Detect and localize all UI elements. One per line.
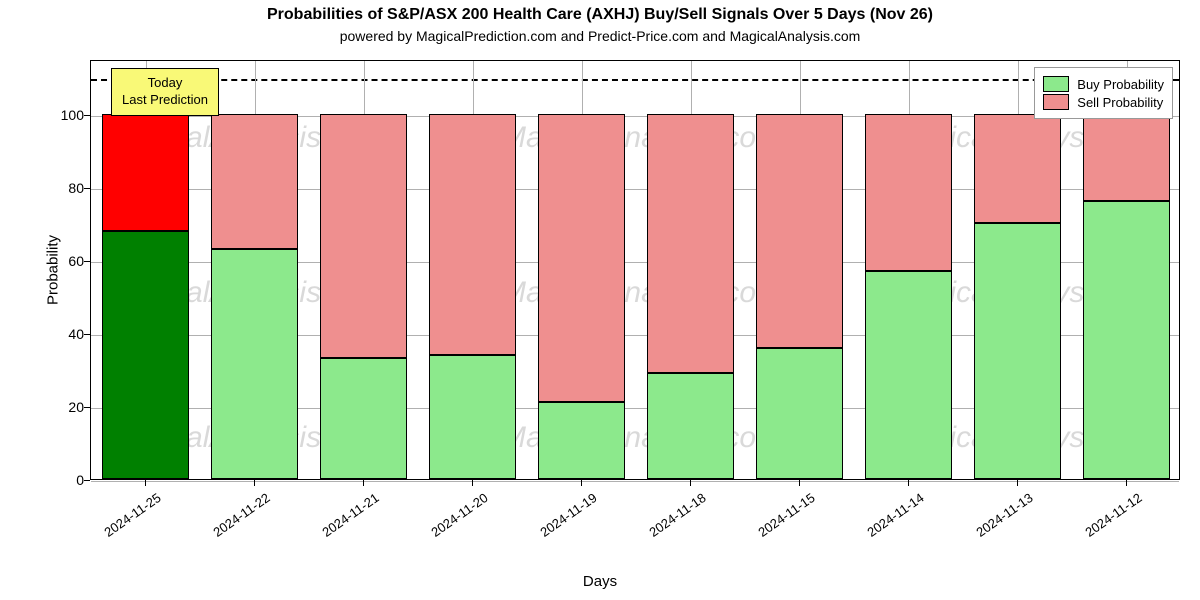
- annotation-line-2: Last Prediction: [122, 92, 208, 109]
- legend-sell: Sell Probability: [1043, 94, 1164, 110]
- x-tick-mark: [690, 480, 691, 486]
- x-tick-mark: [1126, 480, 1127, 486]
- sell-bar-segment: [102, 114, 189, 231]
- x-tick-mark: [581, 480, 582, 486]
- sell-bar-segment: [756, 114, 843, 348]
- y-tick-label: 60: [24, 253, 84, 269]
- x-tick-mark: [254, 480, 255, 486]
- today-annotation: TodayLast Prediction: [111, 68, 219, 116]
- y-tick-mark: [84, 115, 90, 116]
- legend-buy-label: Buy Probability: [1077, 77, 1164, 92]
- buy-bar-segment: [1083, 201, 1170, 479]
- x-tick-mark: [799, 480, 800, 486]
- bar-group: [1083, 59, 1170, 479]
- y-tick-mark: [84, 188, 90, 189]
- y-tick-label: 40: [24, 326, 84, 342]
- y-tick-mark: [84, 261, 90, 262]
- y-axis-label: Probability: [45, 235, 62, 305]
- x-tick-mark: [145, 480, 146, 486]
- x-axis-label: Days: [0, 573, 1200, 590]
- bar-group: [974, 59, 1061, 479]
- sell-bar-segment: [1083, 114, 1170, 202]
- buy-bar-segment: [538, 402, 625, 479]
- x-tick-mark: [363, 480, 364, 486]
- bar-group: [429, 59, 516, 479]
- bar-group: [211, 59, 298, 479]
- sell-bar-segment: [211, 114, 298, 249]
- sell-bar-segment: [320, 114, 407, 359]
- buy-bar-segment: [865, 271, 952, 479]
- sell-bar-segment: [865, 114, 952, 271]
- sell-bar-segment: [538, 114, 625, 403]
- y-tick-mark: [84, 480, 90, 481]
- x-tick-mark: [908, 480, 909, 486]
- buy-bar-segment: [647, 373, 734, 479]
- sell-bar-segment: [429, 114, 516, 355]
- buy-bar-segment: [429, 355, 516, 479]
- y-tick-label: 80: [24, 180, 84, 196]
- bar-group: [756, 59, 843, 479]
- buy-bar-segment: [320, 358, 407, 479]
- legend: Buy Probability Sell Probability: [1034, 67, 1173, 119]
- chart-subtitle: powered by MagicalPrediction.com and Pre…: [0, 28, 1200, 44]
- bar-group: [538, 59, 625, 479]
- y-tick-label: 0: [24, 472, 84, 488]
- y-tick-mark: [84, 407, 90, 408]
- buy-bar-segment: [974, 223, 1061, 479]
- bar-group: [865, 59, 952, 479]
- x-tick-mark: [472, 480, 473, 486]
- buy-bar-segment: [211, 249, 298, 479]
- y-tick-label: 20: [24, 399, 84, 415]
- x-tick-mark: [1017, 480, 1018, 486]
- legend-sell-label: Sell Probability: [1077, 95, 1163, 110]
- sell-bar-segment: [974, 114, 1061, 224]
- legend-buy-swatch: [1043, 76, 1069, 92]
- chart-title: Probabilities of S&P/ASX 200 Health Care…: [0, 6, 1200, 24]
- buy-bar-segment: [756, 348, 843, 479]
- y-tick-mark: [84, 334, 90, 335]
- sell-bar-segment: [647, 114, 734, 373]
- legend-buy: Buy Probability: [1043, 76, 1164, 92]
- legend-sell-swatch: [1043, 94, 1069, 110]
- bar-group: [320, 59, 407, 479]
- y-tick-label: 100: [24, 107, 84, 123]
- annotation-line-1: Today: [122, 75, 208, 92]
- bar-group: [102, 59, 189, 479]
- buy-bar-segment: [102, 231, 189, 479]
- plot-area: MagicalAnalysis.comMagicalAnalysis.comMa…: [90, 60, 1180, 480]
- bar-group: [647, 59, 734, 479]
